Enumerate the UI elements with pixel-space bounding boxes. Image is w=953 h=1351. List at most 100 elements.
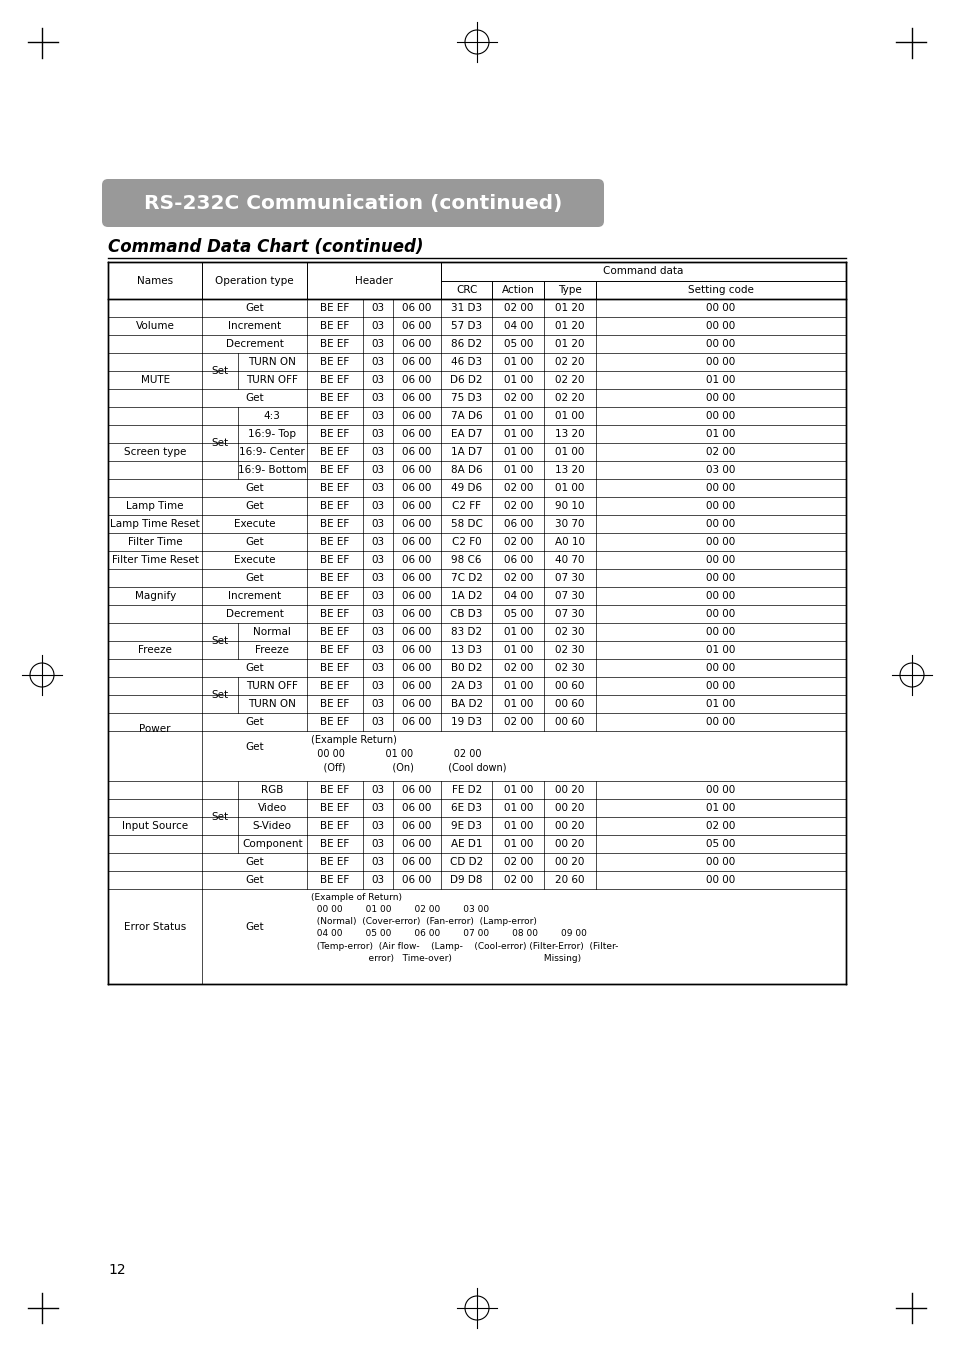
Text: 20 60: 20 60 (555, 875, 584, 885)
Text: Lamp Time: Lamp Time (127, 501, 184, 511)
Text: BA D2: BA D2 (450, 698, 482, 709)
Text: RGB: RGB (261, 785, 283, 794)
Text: 03: 03 (371, 839, 384, 848)
Text: 06 00: 06 00 (402, 698, 431, 709)
FancyBboxPatch shape (102, 178, 603, 227)
Text: 06 00: 06 00 (402, 376, 431, 385)
Text: 06 00: 06 00 (402, 627, 431, 638)
Text: (Example Return)
  00 00             01 00             02 00
    (Off)          : (Example Return) 00 00 01 00 02 00 (Off) (310, 735, 505, 773)
Text: 06 00: 06 00 (402, 821, 431, 831)
Text: Command Data Chart (continued): Command Data Chart (continued) (108, 238, 423, 255)
Text: 00 60: 00 60 (555, 681, 584, 690)
Text: Magnify: Magnify (134, 590, 175, 601)
Text: BE EF: BE EF (320, 802, 349, 813)
Text: Execute: Execute (233, 519, 275, 530)
Text: Get: Get (245, 501, 264, 511)
Text: Increment: Increment (228, 590, 281, 601)
Text: 2A D3: 2A D3 (451, 681, 482, 690)
Text: 06 00: 06 00 (402, 465, 431, 476)
Text: 07 30: 07 30 (555, 590, 584, 601)
Text: 03: 03 (371, 322, 384, 331)
Text: 03: 03 (371, 484, 384, 493)
Text: Error Status: Error Status (124, 923, 186, 932)
Text: CD D2: CD D2 (450, 857, 483, 867)
Text: BE EF: BE EF (320, 447, 349, 457)
Text: 06 00: 06 00 (402, 411, 431, 422)
Text: 02 00: 02 00 (705, 821, 735, 831)
Text: 02 30: 02 30 (555, 627, 584, 638)
Text: 03: 03 (371, 590, 384, 601)
Text: 00 00: 00 00 (705, 484, 735, 493)
Text: BE EF: BE EF (320, 357, 349, 367)
Text: 02 00: 02 00 (705, 447, 735, 457)
Text: CRC: CRC (456, 285, 476, 295)
Text: 01 00: 01 00 (503, 376, 533, 385)
Text: Decrement: Decrement (225, 339, 283, 349)
Text: 03: 03 (371, 857, 384, 867)
Text: 00 00: 00 00 (705, 663, 735, 673)
Text: 06 00: 06 00 (503, 519, 533, 530)
Text: 01 00: 01 00 (555, 484, 584, 493)
Text: 01 00: 01 00 (503, 447, 533, 457)
Text: Input Source: Input Source (122, 821, 188, 831)
Text: BE EF: BE EF (320, 681, 349, 690)
Text: Component: Component (242, 839, 302, 848)
Text: Action: Action (501, 285, 535, 295)
Text: 03: 03 (371, 339, 384, 349)
Text: 06 00: 06 00 (402, 785, 431, 794)
Text: 30 70: 30 70 (555, 519, 584, 530)
Text: 01 20: 01 20 (555, 339, 584, 349)
Text: Get: Get (245, 573, 264, 584)
Text: 00 00: 00 00 (705, 339, 735, 349)
Text: 31 D3: 31 D3 (451, 303, 481, 313)
Text: 03: 03 (371, 430, 384, 439)
Text: Volume: Volume (135, 322, 174, 331)
Text: D9 D8: D9 D8 (450, 875, 482, 885)
Text: 00 60: 00 60 (555, 698, 584, 709)
Text: TURN OFF: TURN OFF (246, 681, 298, 690)
Text: 03: 03 (371, 785, 384, 794)
Text: 6E D3: 6E D3 (451, 802, 481, 813)
Text: 01 00: 01 00 (503, 839, 533, 848)
Text: 12: 12 (108, 1263, 126, 1277)
Text: 06 00: 06 00 (503, 555, 533, 565)
Text: 02 00: 02 00 (503, 393, 533, 403)
Text: (Example of Return)
  00 00        01 00        02 00        03 00
  (Normal)  (: (Example of Return) 00 00 01 00 02 00 03… (310, 893, 618, 963)
Text: 01 00: 01 00 (705, 802, 735, 813)
Text: BE EF: BE EF (320, 717, 349, 727)
Text: 06 00: 06 00 (402, 590, 431, 601)
Text: 00 00: 00 00 (705, 393, 735, 403)
Text: 01 00: 01 00 (503, 785, 533, 794)
Text: 00 20: 00 20 (555, 821, 584, 831)
Text: 06 00: 06 00 (402, 536, 431, 547)
Text: 00 00: 00 00 (705, 627, 735, 638)
Text: BE EF: BE EF (320, 698, 349, 709)
Text: 06 00: 06 00 (402, 447, 431, 457)
Text: 13 20: 13 20 (555, 430, 584, 439)
Text: 03: 03 (371, 609, 384, 619)
Text: 05 00: 05 00 (705, 839, 735, 848)
Text: Get: Get (245, 536, 264, 547)
Text: BE EF: BE EF (320, 393, 349, 403)
Text: 03: 03 (371, 573, 384, 584)
Text: BE EF: BE EF (320, 555, 349, 565)
Text: 01 00: 01 00 (503, 698, 533, 709)
Text: Set: Set (212, 812, 229, 821)
Text: 13 20: 13 20 (555, 465, 584, 476)
Text: Filter Time Reset: Filter Time Reset (112, 555, 198, 565)
Text: BE EF: BE EF (320, 339, 349, 349)
Text: 03 00: 03 00 (705, 465, 735, 476)
Text: BE EF: BE EF (320, 821, 349, 831)
Text: BE EF: BE EF (320, 590, 349, 601)
Text: Header: Header (355, 276, 393, 285)
Text: 02 00: 02 00 (503, 536, 533, 547)
Text: Set: Set (212, 366, 229, 376)
Text: 01 00: 01 00 (705, 644, 735, 655)
Text: Filter Time: Filter Time (128, 536, 182, 547)
Text: 1A D7: 1A D7 (451, 447, 482, 457)
Text: 06 00: 06 00 (402, 555, 431, 565)
Text: C2 FF: C2 FF (452, 501, 480, 511)
Text: 02 20: 02 20 (555, 357, 584, 367)
Text: Get: Get (245, 742, 264, 753)
Text: C2 F0: C2 F0 (452, 536, 481, 547)
